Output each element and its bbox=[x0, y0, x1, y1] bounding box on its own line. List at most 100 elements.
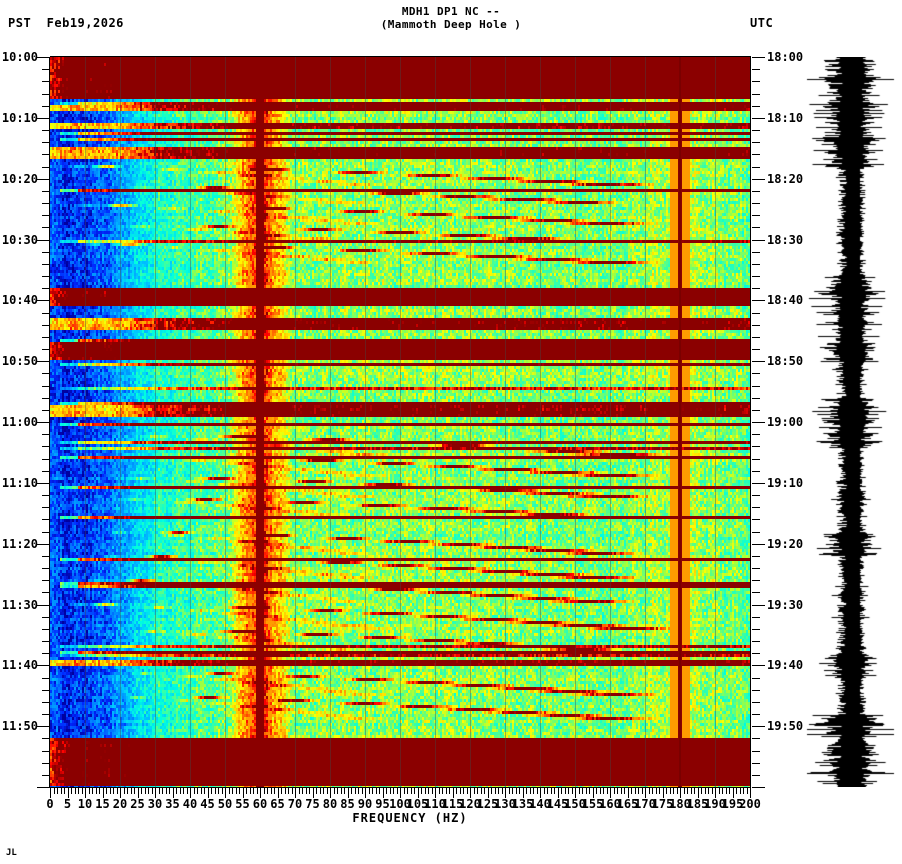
x-axis-tick-label: 130 bbox=[494, 797, 516, 811]
x-axis-tick-label: 180 bbox=[669, 797, 691, 811]
y-tick-right-major bbox=[752, 665, 765, 667]
x-tick-major bbox=[85, 788, 86, 798]
x-tick-minor bbox=[571, 788, 573, 794]
x-tick-minor bbox=[554, 788, 555, 794]
x-tick-minor bbox=[333, 788, 335, 794]
x-tick-minor bbox=[354, 788, 356, 794]
x-axis-tick-label: 125 bbox=[476, 797, 499, 811]
x-tick-minor bbox=[669, 788, 671, 794]
x-tick-minor bbox=[263, 788, 265, 794]
x-tick-minor bbox=[386, 788, 387, 794]
x-tick-minor bbox=[165, 788, 167, 794]
x-tick-minor bbox=[407, 788, 408, 794]
y-axis-left-tick-label: 10:20 bbox=[1, 171, 38, 186]
y-tick-left-minor bbox=[42, 531, 50, 533]
x-tick-major bbox=[120, 788, 121, 798]
y-tick-right-minor bbox=[752, 653, 760, 655]
x-tick-minor bbox=[71, 788, 72, 794]
y-tick-left-major bbox=[37, 117, 50, 119]
seismogram-canvas bbox=[805, 57, 897, 787]
y-tick-left-minor bbox=[42, 555, 50, 557]
x-tick-major bbox=[505, 788, 506, 798]
x-tick-minor bbox=[585, 788, 587, 794]
y-tick-right-minor bbox=[752, 349, 760, 350]
y-tick-right-minor bbox=[752, 105, 760, 107]
x-tick-minor bbox=[253, 788, 254, 794]
x-tick-minor bbox=[410, 788, 412, 794]
y-tick-left-major bbox=[37, 57, 50, 58]
y-axis-right-tick-label: 19:50 bbox=[767, 719, 804, 734]
y-tick-right-minor bbox=[752, 446, 760, 448]
x-tick-minor bbox=[372, 788, 373, 794]
y-tick-left-minor bbox=[42, 458, 50, 460]
x-axis-tick-label: 75 bbox=[305, 797, 320, 811]
y-tick-left-minor bbox=[42, 105, 50, 107]
y-tick-left-minor bbox=[42, 470, 50, 472]
x-tick-minor bbox=[64, 788, 65, 794]
y-tick-right-minor bbox=[752, 142, 760, 144]
y-axis-right-tick-label: 19:00 bbox=[767, 415, 804, 429]
y-axis-left-tick-label: 10:10 bbox=[1, 110, 38, 125]
x-tick-minor bbox=[743, 788, 744, 794]
x-tick-minor bbox=[200, 788, 202, 794]
x-tick-minor bbox=[221, 788, 223, 794]
y-tick-right-minor bbox=[752, 762, 760, 764]
x-axis-tick-label: 60 bbox=[252, 797, 268, 811]
x-tick-minor bbox=[564, 788, 566, 794]
y-tick-right-major bbox=[752, 117, 765, 119]
y-axis-right-tick-label: 18:40 bbox=[767, 293, 804, 308]
spectrogram-plot[interactable] bbox=[50, 57, 750, 787]
x-tick-minor bbox=[466, 788, 468, 794]
x-tick-minor bbox=[99, 788, 100, 794]
x-tick-minor bbox=[498, 788, 499, 794]
x-tick-minor bbox=[736, 788, 737, 794]
x-tick-minor bbox=[477, 788, 478, 794]
y-tick-left-minor bbox=[42, 641, 50, 642]
y-tick-right-major bbox=[752, 604, 765, 606]
x-axis-tick-label: 35 bbox=[165, 797, 180, 811]
x-tick-major bbox=[295, 788, 296, 798]
x-tick-minor bbox=[515, 788, 517, 794]
y-tick-left-minor bbox=[42, 373, 50, 375]
y-tick-right-minor bbox=[752, 324, 760, 326]
x-axis-tick-label: 70 bbox=[287, 797, 303, 811]
x-tick-minor bbox=[375, 788, 377, 794]
y-tick-left-minor bbox=[42, 434, 50, 436]
y-tick-left-minor bbox=[42, 519, 50, 521]
y-tick-right-major bbox=[752, 787, 765, 788]
x-tick-major bbox=[365, 788, 366, 798]
x-tick-minor bbox=[57, 788, 58, 794]
x-tick-major bbox=[225, 788, 226, 798]
x-tick-major bbox=[487, 788, 489, 798]
y-tick-left-major bbox=[37, 604, 50, 606]
x-axis-tick-label: 115 bbox=[441, 797, 464, 811]
y-axis-right-tick-label: 19:40 bbox=[767, 658, 804, 673]
x-tick-minor bbox=[550, 788, 552, 794]
x-tick-minor bbox=[148, 788, 149, 794]
x-tick-minor bbox=[561, 788, 562, 794]
y-axis-left-tick-label: 11:00 bbox=[1, 415, 38, 429]
y-tick-right-minor bbox=[752, 628, 760, 630]
y-tick-right-major bbox=[752, 57, 765, 58]
y-tick-right-major bbox=[752, 300, 765, 302]
y-tick-right-minor bbox=[752, 154, 760, 156]
x-axis-tick-label: 195 bbox=[721, 797, 744, 811]
y-tick-left-minor bbox=[42, 774, 50, 776]
x-axis-tick-label: 55 bbox=[235, 797, 250, 811]
x-tick-minor bbox=[274, 788, 275, 794]
y-tick-right-minor bbox=[752, 227, 760, 229]
x-axis-tick-label: 110 bbox=[424, 797, 446, 811]
x-tick-minor bbox=[239, 788, 240, 794]
y-axis-left-tick-label: 10:00 bbox=[1, 50, 38, 64]
x-tick-minor bbox=[389, 788, 391, 794]
y-axis-right-tick-label: 19:10 bbox=[767, 475, 804, 490]
x-tick-major bbox=[50, 788, 51, 798]
x-tick-major bbox=[610, 788, 611, 798]
x-tick-minor bbox=[428, 788, 429, 794]
x-tick-minor bbox=[134, 788, 135, 794]
x-tick-minor bbox=[340, 788, 342, 794]
y-tick-right-minor bbox=[752, 81, 760, 83]
x-tick-minor bbox=[634, 788, 636, 794]
x-axis-tick-label: 40 bbox=[182, 797, 198, 811]
x-axis-tick-label: 165 bbox=[616, 797, 639, 811]
